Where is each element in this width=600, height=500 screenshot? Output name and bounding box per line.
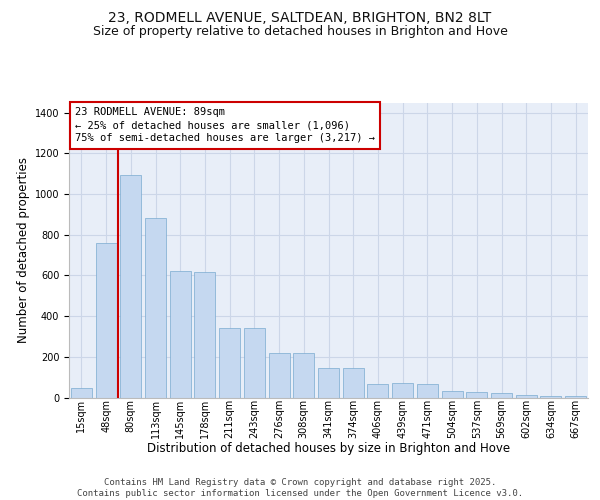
Bar (95, 243, 116, 398)
Bar (244, 328, 265, 398)
Bar (145, 218, 166, 398)
Bar (269, 352, 290, 398)
Text: Contains HM Land Registry data © Crown copyright and database right 2025.
Contai: Contains HM Land Registry data © Crown c… (77, 478, 523, 498)
Bar (417, 384, 438, 398)
Text: Size of property relative to detached houses in Brighton and Hove: Size of property relative to detached ho… (92, 25, 508, 38)
Bar (170, 272, 191, 398)
Bar (466, 392, 487, 398)
Text: 23, RODMELL AVENUE, SALTDEAN, BRIGHTON, BN2 8LT: 23, RODMELL AVENUE, SALTDEAN, BRIGHTON, … (109, 12, 491, 26)
Bar (120, 174, 141, 398)
Bar (491, 394, 512, 398)
Bar (318, 368, 339, 398)
Bar (392, 384, 413, 398)
Bar (442, 392, 463, 398)
Bar (194, 272, 215, 398)
X-axis label: Distribution of detached houses by size in Brighton and Hove: Distribution of detached houses by size … (147, 442, 510, 456)
Bar (541, 396, 562, 398)
Y-axis label: Number of detached properties: Number of detached properties (17, 157, 31, 343)
Bar (516, 395, 537, 398)
Text: 23 RODMELL AVENUE: 89sqm
← 25% of detached houses are smaller (1,096)
75% of sem: 23 RODMELL AVENUE: 89sqm ← 25% of detach… (75, 107, 375, 144)
Bar (565, 396, 586, 398)
Bar (293, 352, 314, 398)
Bar (219, 328, 240, 398)
Bar (71, 388, 92, 398)
Bar (343, 368, 364, 398)
Bar (367, 384, 388, 398)
